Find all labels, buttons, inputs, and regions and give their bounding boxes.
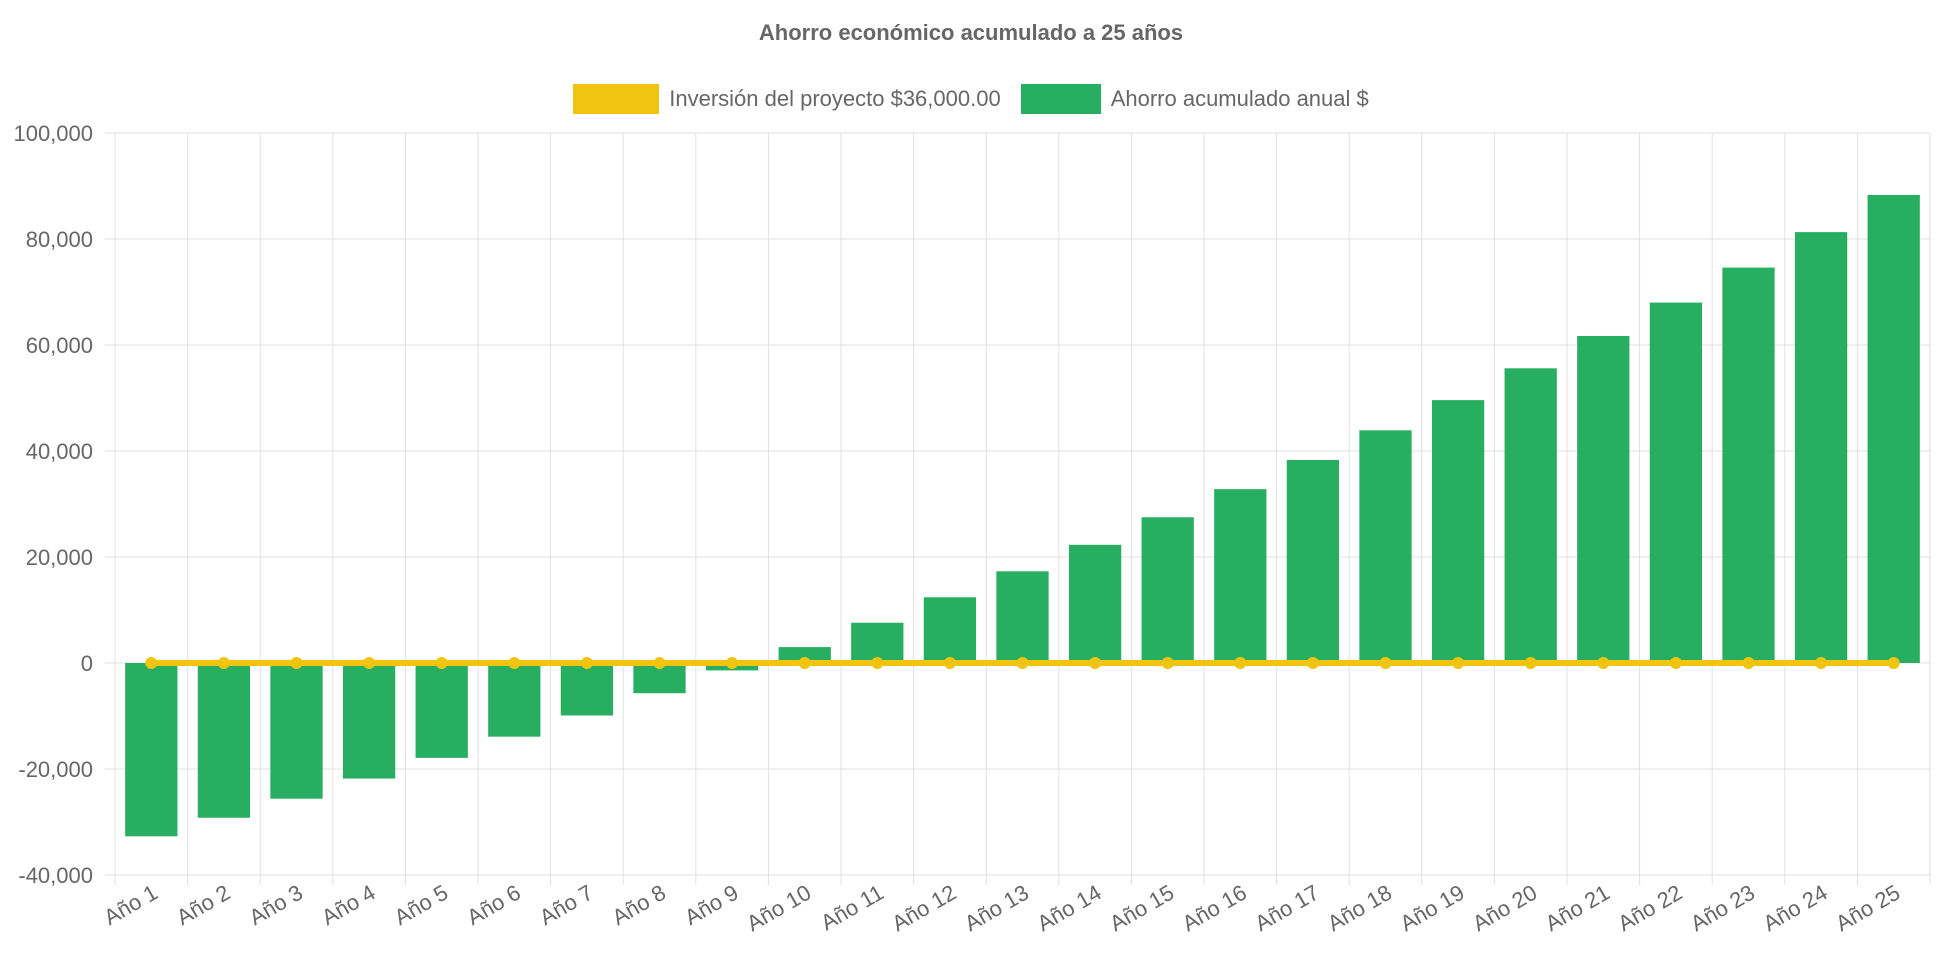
x-tick-label: Año 7 — [535, 880, 597, 930]
x-tick-label: Año 22 — [1614, 880, 1687, 937]
investment-point-21 — [1597, 657, 1610, 669]
investment-point-10 — [798, 657, 811, 669]
bar-3 — [270, 663, 323, 799]
y-tick-label: 60,000 — [26, 333, 93, 358]
bar-2 — [197, 663, 251, 818]
x-tick-label: Año 9 — [680, 880, 742, 930]
legend-item-savings[interactable]: Ahorro acumulado anual $ — [1020, 84, 1369, 114]
investment-point-11 — [871, 657, 884, 669]
x-tick-label: Año 5 — [390, 880, 452, 930]
x-tick-label: Año 20 — [1468, 880, 1541, 937]
legend-swatch-savings — [1020, 84, 1101, 114]
investment-point-22 — [1669, 657, 1682, 669]
line-series — [145, 657, 1900, 669]
investment-point-16 — [1234, 657, 1247, 669]
grid-lines — [105, 132, 1931, 885]
x-tick-label: Año 3 — [245, 880, 307, 930]
x-tick-label: Año 8 — [608, 880, 670, 930]
bar-13 — [996, 571, 1049, 663]
investment-point-14 — [1089, 657, 1102, 669]
bar-21 — [1577, 335, 1630, 663]
bar-19 — [1431, 400, 1485, 663]
legend-label-investment: Inversión del proyecto $36,000.00 — [669, 86, 1001, 111]
bar-15 — [1141, 517, 1194, 663]
x-tick-label: Año 14 — [1033, 880, 1106, 937]
investment-point-2 — [217, 657, 230, 669]
x-axis-ticks: Año 1 Año 2 Año 3 Año 4 Año 5 Año 6 Año 7 Año 8… — [100, 880, 1905, 937]
legend-item-investment[interactable]: Inversión del proyecto $36,000.00 — [573, 84, 1001, 114]
bar-17 — [1286, 460, 1340, 663]
investment-point-9 — [726, 657, 739, 669]
x-tick-label: Año 16 — [1178, 880, 1251, 937]
bar-14 — [1068, 544, 1122, 663]
investment-point-20 — [1524, 657, 1537, 669]
investment-point-7 — [580, 657, 593, 669]
bar-6 — [488, 663, 541, 737]
x-tick-label: Año 19 — [1396, 880, 1469, 937]
y-tick-label: 0 — [81, 651, 93, 676]
investment-point-15 — [1161, 657, 1174, 669]
y-tick-label: 20,000 — [26, 545, 93, 570]
bar-11 — [851, 622, 904, 663]
investment-point-18 — [1379, 657, 1392, 669]
x-tick-label: Año 21 — [1541, 880, 1614, 937]
chart-title: Ahorro económico acumulado a 25 años — [758, 20, 1184, 45]
investment-point-3 — [290, 657, 303, 669]
bar-22 — [1649, 302, 1703, 663]
investment-point-5 — [435, 657, 448, 669]
x-tick-label: Año 13 — [960, 880, 1033, 937]
x-tick-label: Año 12 — [888, 880, 961, 937]
investment-point-17 — [1306, 657, 1319, 669]
investment-point-12 — [943, 657, 956, 669]
x-tick-label: Año 2 — [172, 880, 234, 930]
y-tick-label: 40,000 — [26, 439, 93, 464]
x-tick-label: Año 17 — [1251, 880, 1324, 937]
x-tick-label: Año 23 — [1686, 880, 1759, 937]
investment-point-19 — [1452, 657, 1465, 669]
bar-series — [125, 195, 1920, 837]
bar-1 — [125, 663, 178, 837]
x-tick-label: Año 1 — [100, 880, 162, 930]
bar-12 — [923, 597, 977, 663]
bar-5 — [415, 663, 468, 758]
investment-point-4 — [363, 657, 376, 669]
x-tick-label: Año 11 — [816, 880, 887, 936]
x-tick-label: Año 10 — [742, 880, 815, 937]
investment-point-1 — [145, 657, 158, 669]
x-tick-label: Año 18 — [1323, 880, 1396, 937]
x-tick-label: Año 4 — [317, 880, 379, 930]
bar-24 — [1794, 232, 1848, 664]
bar-18 — [1359, 430, 1412, 663]
x-tick-label: Año 24 — [1759, 880, 1832, 937]
investment-point-13 — [1016, 657, 1029, 669]
y-tick-label: -40,000 — [18, 863, 93, 888]
bar-16 — [1214, 489, 1267, 663]
investment-point-25 — [1887, 657, 1900, 669]
bar-20 — [1504, 368, 1557, 663]
y-tick-label: 100,000 — [13, 121, 93, 146]
y-tick-label: -20,000 — [18, 757, 93, 782]
x-tick-label: Año 15 — [1105, 880, 1178, 937]
x-tick-label: Año 6 — [463, 880, 525, 930]
chart-legend: Inversión del proyecto $36,000.00 Ahorro… — [0, 84, 1942, 114]
bar-23 — [1722, 267, 1775, 663]
bar-10 — [778, 647, 831, 663]
investment-point-23 — [1742, 657, 1755, 669]
y-axis-ticks: 100,000 80,000 60,000 40,000 20,000 0 -20,000 -… — [13, 121, 93, 888]
investment-point-8 — [653, 657, 666, 669]
x-tick-label: Año 25 — [1831, 880, 1904, 937]
bar-7 — [560, 663, 614, 716]
y-tick-label: 80,000 — [26, 227, 93, 252]
investment-point-6 — [508, 657, 521, 669]
investment-point-24 — [1815, 657, 1828, 669]
bar-25 — [1867, 195, 1920, 663]
legend-swatch-investment — [573, 84, 660, 114]
bar-4 — [342, 663, 396, 779]
legend-label-savings: Ahorro acumulado anual $ — [1110, 86, 1369, 111]
